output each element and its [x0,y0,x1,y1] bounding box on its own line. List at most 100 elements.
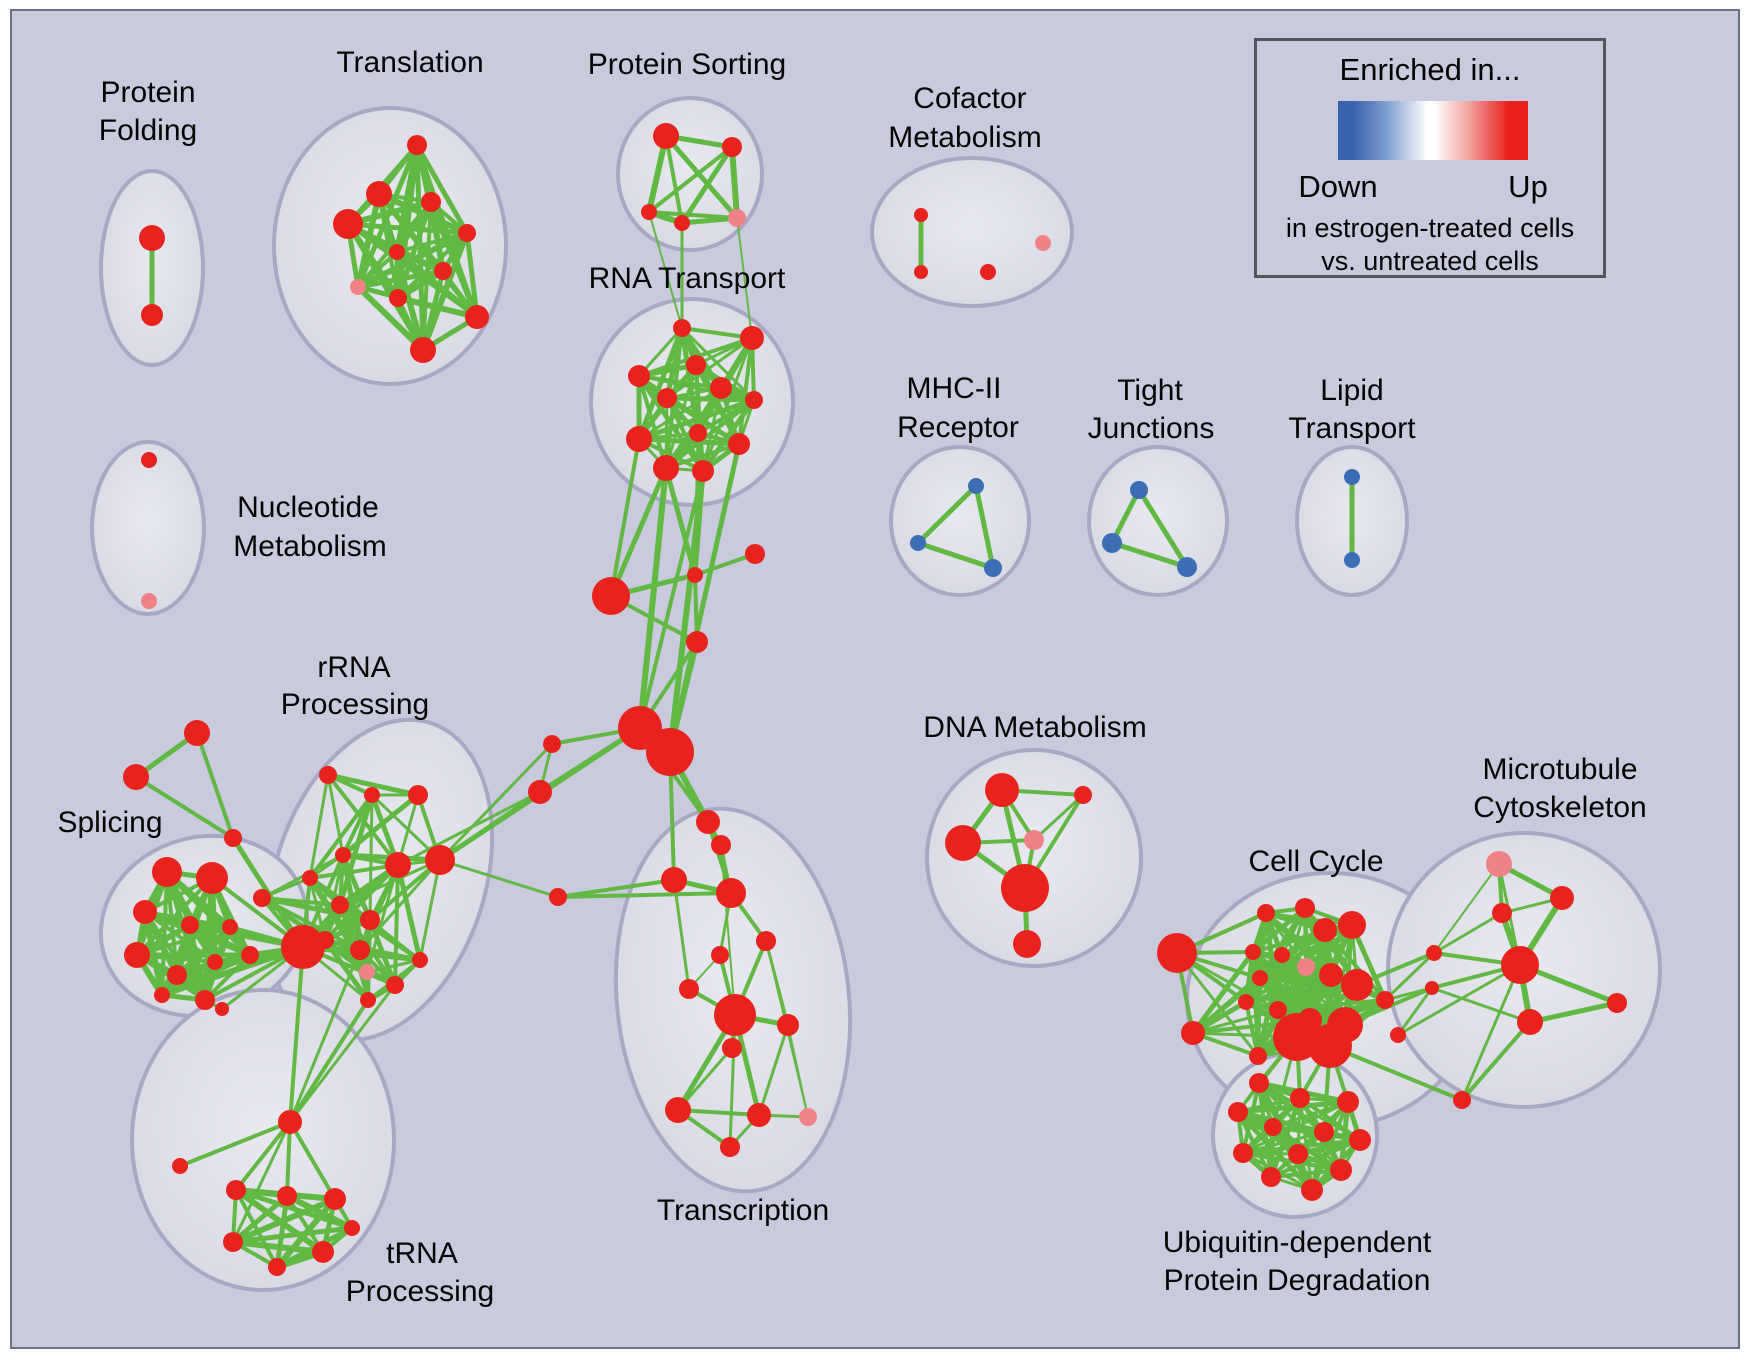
node-tn1[interactable] [172,1158,188,1174]
node-ub1[interactable] [1249,1073,1269,1093]
node-rr13[interactable] [386,976,404,994]
node-mh3[interactable] [984,559,1002,577]
node-tc5[interactable] [549,888,567,906]
node-rr11[interactable] [350,940,370,960]
node-tr2[interactable] [366,181,392,207]
node-cn7[interactable] [543,735,561,753]
node-mh1[interactable] [968,478,984,494]
node-hb2[interactable] [215,1002,229,1016]
node-ps4[interactable] [674,215,690,231]
node-ub4[interactable] [1228,1102,1248,1122]
node-tn4[interactable] [324,1188,346,1210]
node-cc11[interactable] [1238,994,1254,1010]
node-tr1[interactable] [407,135,427,155]
node-rt12[interactable] [692,460,714,482]
node-tc15[interactable] [799,1108,817,1126]
node-tc2[interactable] [711,835,731,855]
node-tr4[interactable] [333,209,363,239]
node-rr2[interactable] [364,787,380,803]
node-ps5[interactable] [728,209,746,227]
node-cn4[interactable] [686,631,708,653]
node-ps2[interactable] [722,137,742,157]
node-rr10[interactable] [316,931,334,949]
node-dm1[interactable] [985,773,1019,807]
node-tc11[interactable] [722,1038,742,1058]
node-hb1[interactable] [281,925,325,969]
node-ub6[interactable] [1314,1122,1334,1142]
node-rt7[interactable] [745,391,763,409]
node-tj1[interactable] [1130,481,1148,499]
node-mt8[interactable] [1425,981,1439,995]
node-nm1[interactable] [141,452,157,468]
node-cc18[interactable] [1376,991,1394,1009]
node-rr7[interactable] [302,870,318,886]
node-tc3[interactable] [661,867,687,893]
node-cc16[interactable] [1308,1024,1352,1068]
node-tn2[interactable] [226,1180,246,1200]
node-rt2[interactable] [740,326,764,350]
node-rt1[interactable] [673,319,691,337]
node-mt9[interactable] [1453,1091,1471,1109]
node-sp4[interactable] [181,916,199,934]
node-cn8[interactable] [528,780,552,804]
node-rt3[interactable] [686,355,706,375]
node-sp11[interactable] [195,990,215,1010]
node-sp8[interactable] [207,954,223,970]
node-rr4[interactable] [335,847,351,863]
node-sp1[interactable] [152,857,182,887]
node-cc4[interactable] [1338,911,1366,939]
node-tr11[interactable] [410,337,436,363]
node-tn7[interactable] [312,1241,334,1263]
node-cn3[interactable] [745,544,765,564]
node-ub11[interactable] [1261,1167,1281,1187]
node-rr15[interactable] [360,992,376,1008]
node-mh2[interactable] [910,535,926,551]
node-cf1[interactable] [914,208,928,222]
node-sp7[interactable] [167,965,187,985]
node-dm2[interactable] [1074,786,1092,804]
node-cn1[interactable] [592,577,630,615]
node-cc6[interactable] [1274,947,1290,963]
node-rt11[interactable] [653,455,679,481]
node-cf2[interactable] [914,265,928,279]
node-tr8[interactable] [350,279,366,295]
node-cf4[interactable] [1035,235,1051,251]
node-sp10[interactable] [154,987,170,1003]
node-dm6[interactable] [1013,930,1041,958]
node-cc3[interactable] [1313,918,1337,942]
node-lt2[interactable] [1344,552,1360,568]
node-tc8[interactable] [679,979,699,999]
node-ub7[interactable] [1349,1129,1371,1151]
node-mt3[interactable] [1492,903,1512,923]
node-tc6[interactable] [756,931,776,951]
node-rr6[interactable] [425,845,455,875]
node-rr9[interactable] [360,910,380,930]
node-so2[interactable] [123,764,149,790]
node-mt4[interactable] [1501,946,1539,984]
node-sp9[interactable] [241,946,259,964]
node-mt1[interactable] [1486,851,1512,877]
node-tn0[interactable] [278,1110,302,1134]
node-ub10[interactable] [1330,1159,1352,1181]
node-tc13[interactable] [747,1103,771,1127]
node-rt8[interactable] [689,424,707,442]
node-dm3[interactable] [945,825,981,861]
node-so3[interactable] [224,829,242,847]
node-so1[interactable] [184,720,210,746]
node-cc17[interactable] [1181,1021,1205,1045]
node-cn6[interactable] [646,728,694,776]
node-sp2[interactable] [196,862,228,894]
node-cc12[interactable] [1269,1001,1287,1019]
node-rt6[interactable] [657,388,677,408]
node-tc1[interactable] [696,810,720,834]
node-dm5[interactable] [1001,864,1049,912]
node-cc10[interactable] [1341,969,1373,1001]
node-rr16[interactable] [253,889,271,907]
node-tr5[interactable] [458,224,476,242]
node-tj2[interactable] [1102,533,1122,553]
node-cf3[interactable] [980,264,996,280]
node-ub3[interactable] [1337,1091,1359,1113]
node-tc4[interactable] [716,878,746,908]
node-ub2[interactable] [1290,1088,1310,1108]
node-tr10[interactable] [465,305,489,329]
